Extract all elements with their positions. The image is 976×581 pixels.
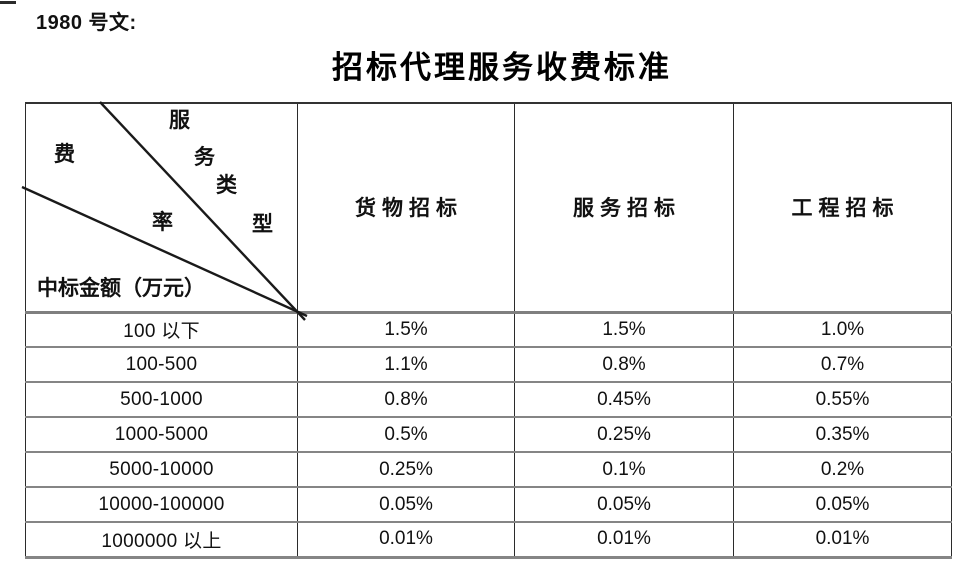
row-range-cell: 10000-100000 <box>25 487 298 522</box>
header-row: 服 费 务 类 率 型 中标金额（万元） 货物招标 服务招标 工程招标 <box>21 101 952 321</box>
rate-cell: 0.1% <box>514 452 734 487</box>
page-title: 招标代理服务收费标准 <box>332 50 672 85</box>
row-range-cell: 100 以下 <box>25 312 298 347</box>
amount-axis-label: 中标金额（万元） <box>37 276 205 300</box>
table-row: 10000-100000 0.05% 0.05% 0.05% <box>25 487 952 522</box>
rate-cell: 0.25% <box>514 417 734 452</box>
doc-number-label: 1980 号文: <box>36 12 137 34</box>
column-header-works: 工程招标 <box>733 103 952 312</box>
corner-char-service-4: 型 <box>252 212 273 236</box>
diagonal-header-cell: 服 费 务 类 率 型 中标金额（万元） <box>21 101 308 321</box>
corner-char-fee-1: 费 <box>54 142 75 166</box>
table-row: 1000-5000 0.5% 0.25% 0.35% <box>25 417 952 452</box>
row-range-cell: 1000-5000 <box>25 417 298 452</box>
diagonal-divider-lines <box>21 101 308 321</box>
rate-cell: 0.05% <box>514 487 734 522</box>
rate-cell: 0.2% <box>733 452 952 487</box>
rate-cell: 0.55% <box>733 382 952 417</box>
rate-cell: 1.0% <box>733 312 952 347</box>
rate-cell: 0.5% <box>297 417 515 452</box>
rate-cell: 0.8% <box>514 347 734 382</box>
fee-table: 服 费 务 类 率 型 中标金额（万元） 货物招标 服务招标 工程招标 100 … <box>21 101 952 559</box>
rate-cell: 1.5% <box>297 312 515 347</box>
row-range-cell: 5000-10000 <box>25 452 298 487</box>
table-row: 1000000 以上 0.01% 0.01% 0.01% <box>25 522 952 557</box>
rate-cell: 0.8% <box>297 382 515 417</box>
table-row: 500-1000 0.8% 0.45% 0.55% <box>25 382 952 417</box>
corner-char-service-3: 类 <box>216 173 237 197</box>
column-header-services: 服务招标 <box>514 103 734 312</box>
rate-cell: 1.1% <box>297 347 515 382</box>
rate-cell: 0.25% <box>297 452 515 487</box>
row-range-cell: 500-1000 <box>25 382 298 417</box>
corner-char-service-2: 务 <box>194 145 215 169</box>
rate-cell: 0.35% <box>733 417 952 452</box>
column-header-goods: 货物招标 <box>297 103 515 312</box>
page-edge-artifact <box>0 1 16 4</box>
rate-cell: 0.7% <box>733 347 952 382</box>
corner-char-fee-2: 率 <box>152 210 173 234</box>
table-row: 100-500 1.1% 0.8% 0.7% <box>25 347 952 382</box>
table-row: 100 以下 1.5% 1.5% 1.0% <box>25 312 952 347</box>
corner-char-service-1: 服 <box>169 108 190 132</box>
row-range-cell: 1000000 以上 <box>25 522 298 557</box>
row-range-cell: 100-500 <box>25 347 298 382</box>
table-row: 5000-10000 0.25% 0.1% 0.2% <box>25 452 952 487</box>
rate-cell: 0.05% <box>297 487 515 522</box>
rate-cell: 0.01% <box>514 522 734 557</box>
rate-cell: 0.01% <box>733 522 952 557</box>
rate-cell: 0.45% <box>514 382 734 417</box>
rate-cell: 0.01% <box>297 522 515 557</box>
rate-cell: 1.5% <box>514 312 734 347</box>
rate-cell: 0.05% <box>733 487 952 522</box>
